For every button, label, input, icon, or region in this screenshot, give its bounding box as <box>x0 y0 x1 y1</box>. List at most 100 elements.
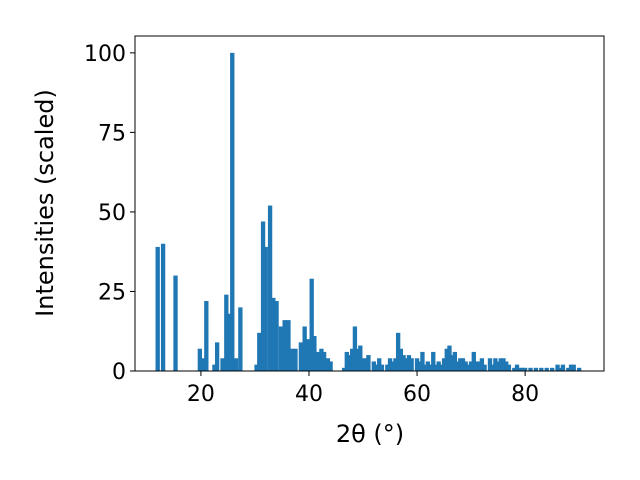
bar <box>379 364 385 371</box>
bar <box>293 348 298 371</box>
bar <box>393 358 398 371</box>
bar <box>520 367 525 371</box>
bar <box>274 301 279 371</box>
x-tick-label: 80 <box>511 382 539 407</box>
bar <box>477 361 482 371</box>
bar <box>312 336 317 371</box>
bar <box>514 364 520 371</box>
bar <box>328 361 333 371</box>
bar <box>504 361 509 371</box>
bar <box>409 358 414 371</box>
bar <box>460 358 466 371</box>
bar <box>404 358 409 371</box>
bar <box>230 52 235 371</box>
bar <box>173 275 178 371</box>
bar <box>347 355 352 371</box>
bar <box>227 313 232 371</box>
bar <box>197 348 202 371</box>
bar <box>490 364 495 371</box>
bar <box>555 364 560 371</box>
bar <box>282 320 287 371</box>
bar <box>257 332 262 371</box>
bar <box>458 358 463 371</box>
plot-frame <box>134 35 605 372</box>
bar <box>447 345 452 371</box>
bar <box>309 278 314 371</box>
bar <box>498 358 503 371</box>
bar <box>566 367 571 371</box>
bar <box>155 246 160 371</box>
bar <box>558 367 563 371</box>
bar <box>298 342 304 371</box>
bar <box>390 361 395 371</box>
bar <box>366 355 371 371</box>
bar <box>214 342 220 371</box>
bar <box>420 351 425 371</box>
bar <box>528 367 533 371</box>
bar <box>267 205 273 371</box>
y-tick-label: 50 <box>98 201 126 226</box>
y-tick-label: 25 <box>98 280 126 305</box>
bar <box>433 364 439 371</box>
y-tick-label: 0 <box>112 360 126 385</box>
bar <box>517 367 522 371</box>
bar <box>576 367 582 371</box>
bar <box>238 307 243 371</box>
bar <box>506 364 512 371</box>
bar <box>468 361 474 371</box>
bar <box>495 361 501 371</box>
bar <box>385 364 390 371</box>
bar <box>325 358 331 371</box>
bar <box>441 358 447 371</box>
bar <box>398 348 403 371</box>
bar <box>444 348 449 371</box>
bar <box>271 297 276 371</box>
bar <box>374 364 379 371</box>
bar <box>233 358 239 371</box>
bar <box>377 358 382 371</box>
x-tick-label: 60 <box>403 382 431 407</box>
bar <box>512 367 517 371</box>
bar <box>286 320 291 371</box>
x-tick-label: 20 <box>187 382 215 407</box>
bar <box>355 348 360 371</box>
bar <box>466 364 471 371</box>
bar <box>501 358 506 371</box>
bar <box>406 355 412 371</box>
bar <box>487 358 493 371</box>
x-tick-label: 40 <box>295 382 323 407</box>
bar <box>395 332 401 371</box>
bar <box>360 358 366 371</box>
bar <box>422 364 428 371</box>
bar <box>571 364 576 371</box>
bar <box>533 367 539 371</box>
bar <box>401 355 406 371</box>
bar <box>289 348 294 371</box>
bar <box>455 361 460 371</box>
bar <box>568 364 574 371</box>
bar <box>482 364 487 371</box>
bar <box>350 348 355 371</box>
bar <box>522 367 528 371</box>
bar <box>212 364 217 371</box>
bar <box>341 367 347 371</box>
bar <box>358 345 363 371</box>
bar <box>278 326 284 371</box>
bar <box>302 326 307 371</box>
bar <box>204 301 209 371</box>
bar <box>319 348 324 371</box>
bar <box>160 243 166 371</box>
bar <box>220 358 225 371</box>
bar <box>436 361 441 371</box>
bar <box>321 351 327 371</box>
bar <box>344 351 349 371</box>
bar <box>305 339 311 371</box>
bar <box>439 364 444 371</box>
bar <box>316 351 321 371</box>
bar <box>428 364 433 371</box>
bar <box>539 367 544 371</box>
bar <box>431 351 436 371</box>
bar <box>224 294 229 371</box>
bar <box>425 361 431 371</box>
